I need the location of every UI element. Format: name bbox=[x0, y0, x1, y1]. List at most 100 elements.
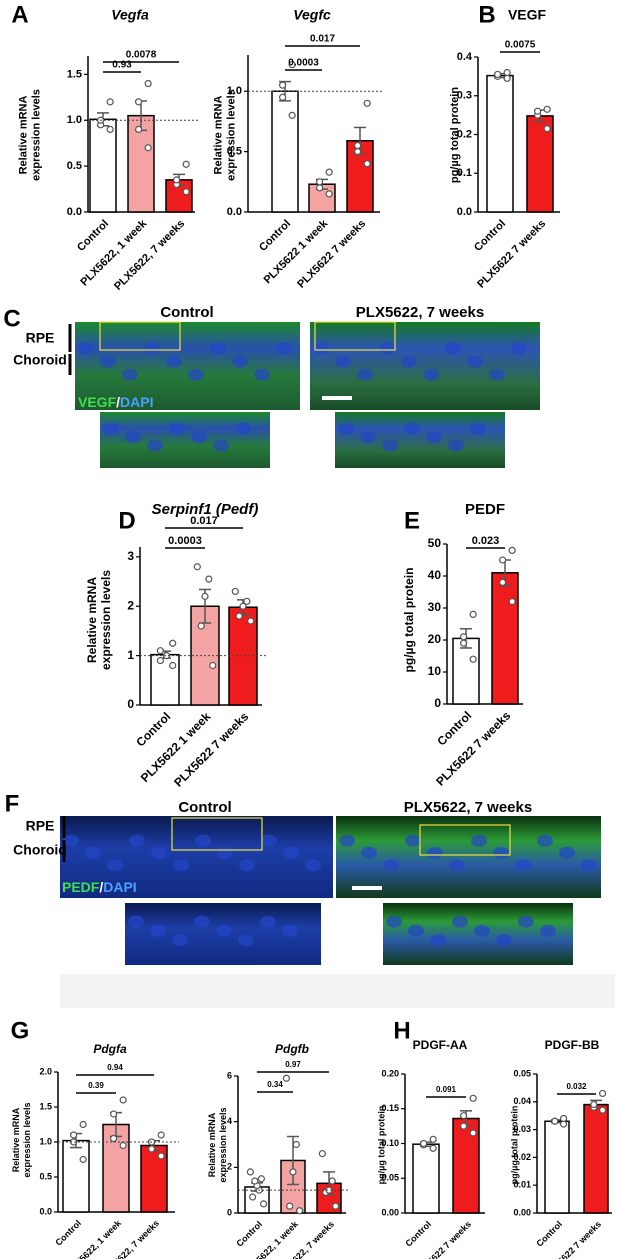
data-point bbox=[494, 70, 502, 79]
micrograph bbox=[100, 412, 270, 468]
data-point bbox=[534, 107, 542, 115]
nucleus bbox=[232, 355, 248, 368]
data-point bbox=[508, 597, 516, 606]
p-value: 0.34 bbox=[267, 1080, 283, 1089]
zoom-box bbox=[419, 824, 511, 856]
data-point bbox=[460, 1122, 468, 1130]
data-point bbox=[354, 141, 362, 150]
y-axis-label: expression levels bbox=[218, 1107, 228, 1182]
zoom-box bbox=[314, 321, 396, 351]
y-tick-label: 0.00 bbox=[513, 1207, 531, 1217]
chart-title: PDGF-AA bbox=[413, 1038, 468, 1052]
bar bbox=[89, 118, 117, 213]
y-tick-label: 0.20 bbox=[381, 1068, 399, 1078]
y-tick-label: 0.03 bbox=[513, 1124, 531, 1134]
zoom-box bbox=[99, 321, 181, 351]
y-tick-label: 1 bbox=[127, 648, 134, 662]
y-axis-label: Relative mRNA bbox=[85, 577, 99, 663]
data-point bbox=[279, 93, 287, 101]
p-value: 0.93 bbox=[112, 60, 132, 71]
y-tick-label: 2 bbox=[127, 598, 134, 612]
data-point bbox=[543, 105, 551, 113]
y-axis-label: expression levels bbox=[22, 1102, 32, 1177]
panel-label: B bbox=[478, 1, 495, 28]
nucleus bbox=[515, 859, 531, 872]
data-point bbox=[201, 592, 209, 600]
image-title: PLX5622, 7 weeks bbox=[356, 304, 484, 321]
chart-title: PDGF-BB bbox=[545, 1038, 600, 1052]
y-tick-label: 1.0 bbox=[227, 85, 242, 97]
stain-stain: VEGF bbox=[78, 394, 117, 410]
data-point bbox=[135, 125, 143, 134]
y-tick-label: 1.5 bbox=[39, 1101, 52, 1111]
layer-label: Choroid bbox=[13, 352, 67, 368]
data-point bbox=[429, 1135, 437, 1143]
y-axis-label: Relative mRNA bbox=[11, 1107, 21, 1172]
y-tick-label: 0.0 bbox=[457, 206, 472, 218]
y-tick-label: 0.05 bbox=[381, 1173, 399, 1183]
micrograph bbox=[336, 816, 601, 898]
nucleus bbox=[423, 368, 439, 381]
nucleus bbox=[125, 431, 141, 444]
y-tick-label: 1.0 bbox=[67, 114, 82, 126]
panel-label: C bbox=[3, 305, 20, 332]
data-point bbox=[460, 639, 468, 647]
chart-title: Pdgfb bbox=[275, 1042, 309, 1056]
data-point bbox=[598, 1106, 607, 1114]
x-tick-label: Control bbox=[257, 218, 293, 254]
y-tick-label: 0 bbox=[127, 697, 134, 711]
data-point bbox=[157, 1152, 165, 1160]
nucleus bbox=[239, 859, 255, 872]
data-point bbox=[316, 178, 324, 186]
p-value: 0.032 bbox=[566, 1082, 587, 1091]
y-tick-label: 0 bbox=[434, 696, 441, 710]
x-tick-label: PLX5622 7 weeks bbox=[433, 708, 513, 788]
nucleus bbox=[261, 834, 277, 847]
p-value: 0.0003 bbox=[288, 58, 319, 69]
data-point bbox=[106, 125, 114, 134]
image-title: PLX5622, 7 weeks bbox=[404, 799, 532, 816]
data-point bbox=[503, 74, 511, 82]
nucleus bbox=[188, 368, 204, 381]
y-tick-label: 10 bbox=[428, 664, 442, 678]
nucleus bbox=[128, 915, 144, 928]
nucleus bbox=[254, 368, 270, 381]
x-tick-label: PLX5622 1 week bbox=[262, 217, 331, 286]
data-point bbox=[469, 1094, 477, 1102]
nucleus bbox=[401, 355, 417, 368]
data-point bbox=[246, 1168, 254, 1176]
chart-title: Pdgfa bbox=[93, 1042, 127, 1056]
nucleus bbox=[489, 368, 505, 381]
data-point bbox=[469, 655, 477, 663]
nucleus bbox=[166, 355, 182, 368]
y-tick-label: 0.2 bbox=[457, 128, 472, 140]
y-tick-label: 40 bbox=[428, 568, 442, 582]
data-point bbox=[257, 1175, 265, 1183]
y-tick-label: 2 bbox=[227, 1162, 232, 1172]
data-point bbox=[173, 176, 181, 184]
y-tick-label: 2.0 bbox=[39, 1066, 52, 1076]
stain-stain: PEDF bbox=[62, 879, 100, 895]
panel-label: G bbox=[11, 1017, 30, 1044]
nucleus bbox=[172, 934, 188, 947]
panel-label: D bbox=[118, 507, 135, 534]
nucleus bbox=[537, 834, 553, 847]
p-value: 0.94 bbox=[107, 1063, 123, 1072]
y-tick-label: 1.0 bbox=[39, 1136, 52, 1146]
nucleus bbox=[151, 846, 167, 859]
layer-label: RPE bbox=[26, 818, 55, 834]
y-tick-label: 0.10 bbox=[381, 1138, 399, 1148]
nucleus bbox=[150, 924, 166, 937]
data-point bbox=[286, 1202, 294, 1210]
nucleus bbox=[169, 422, 185, 435]
nucleus bbox=[122, 368, 138, 381]
nucleus bbox=[283, 846, 299, 859]
nucleus bbox=[282, 924, 298, 937]
p-value: 0.091 bbox=[436, 1085, 457, 1094]
nucleus bbox=[339, 834, 355, 847]
image-title: Control bbox=[178, 799, 231, 816]
nucleus bbox=[471, 834, 487, 847]
y-axis-label: Relative mRNA bbox=[17, 96, 29, 175]
data-point bbox=[499, 556, 507, 564]
data-point bbox=[205, 575, 213, 583]
